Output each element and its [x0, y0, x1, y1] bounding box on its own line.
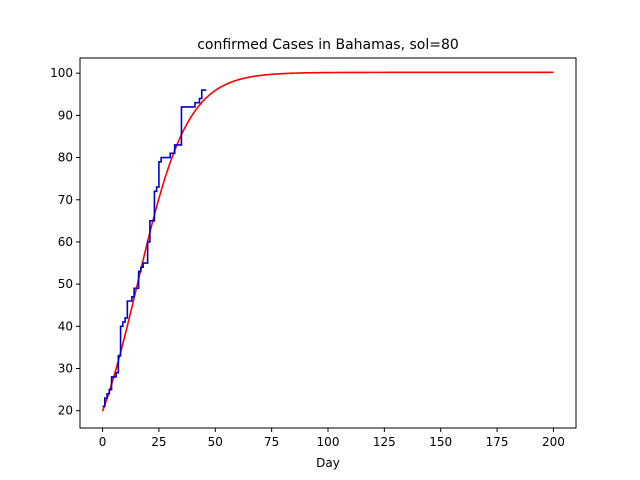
x-axis-label: Day	[316, 456, 340, 470]
x-tick-label: 75	[264, 435, 279, 449]
confirmed-cases-line	[102, 89, 207, 408]
x-tick-label: 150	[429, 435, 452, 449]
y-tick-label: 50	[58, 277, 73, 291]
y-tick-label: 90	[58, 108, 73, 122]
y-tick-label: 100	[50, 66, 73, 80]
y-axis-ticks: 20 30 40 50 60 70 80 90 100	[50, 66, 80, 418]
x-tick-label: 100	[317, 435, 340, 449]
y-tick-label: 20	[58, 404, 73, 418]
x-axis-ticks: 0 25 50 75 100 125 150 175 200	[99, 428, 565, 449]
x-tick-label: 200	[542, 435, 565, 449]
y-tick-label: 40	[58, 319, 73, 333]
y-tick-label: 60	[58, 235, 73, 249]
y-tick-label: 30	[58, 362, 73, 376]
chart-title: confirmed Cases in Bahamas, sol=80	[197, 37, 459, 53]
x-tick-label: 25	[151, 435, 166, 449]
x-tick-label: 175	[486, 435, 509, 449]
y-tick-label: 80	[58, 151, 73, 165]
x-tick-label: 0	[99, 435, 107, 449]
y-tick-label: 70	[58, 193, 73, 207]
x-tick-label: 125	[373, 435, 396, 449]
fit-curve-line	[101, 71, 554, 412]
x-tick-label: 50	[208, 435, 223, 449]
plot-frame	[79, 57, 577, 429]
plot-series	[101, 71, 554, 412]
